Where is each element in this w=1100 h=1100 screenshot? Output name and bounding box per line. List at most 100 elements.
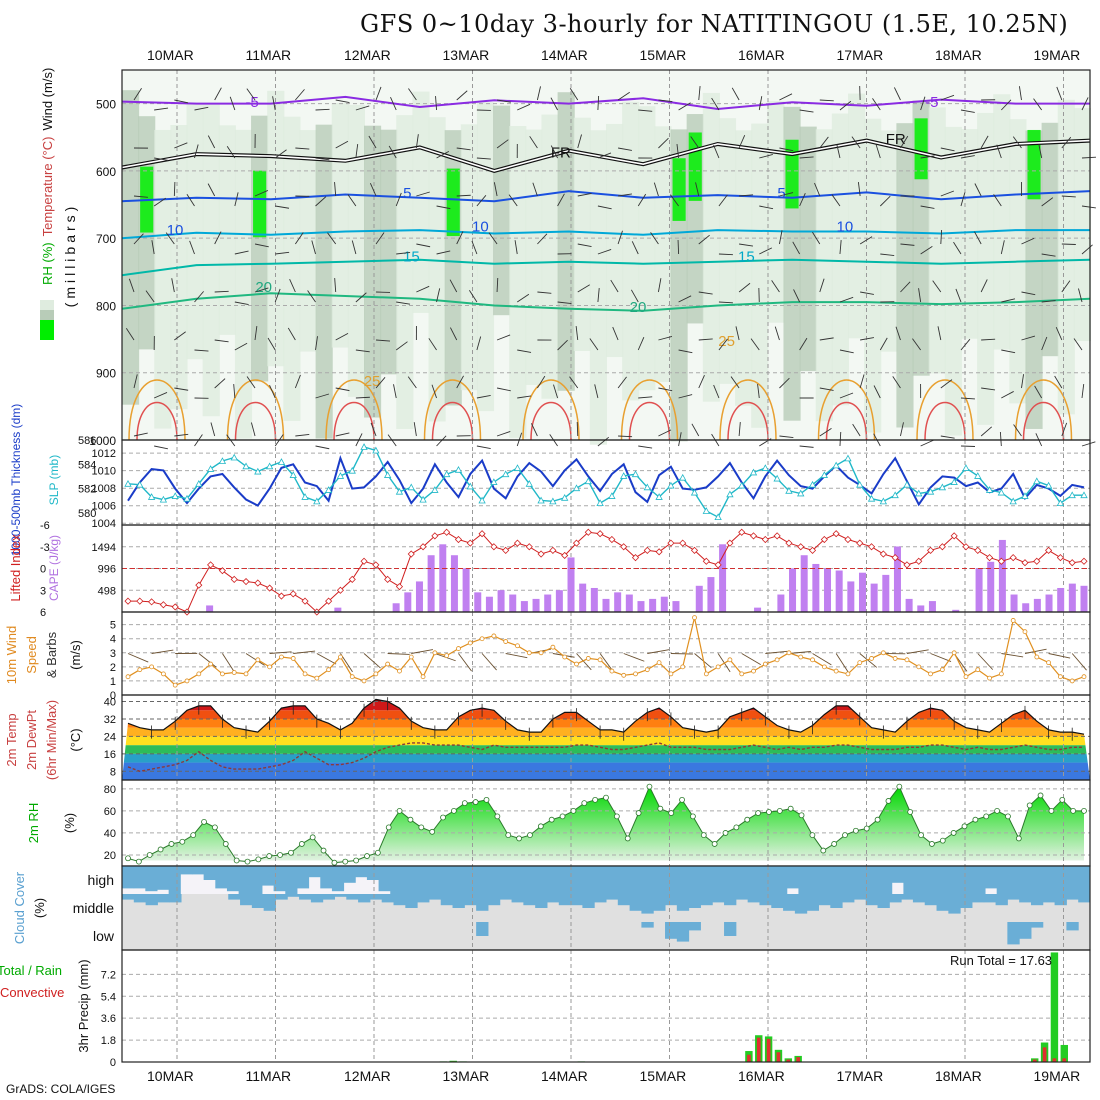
lifted-index-point <box>986 554 994 562</box>
cloud-cell-middle <box>464 894 477 906</box>
wind-barb <box>695 182 700 197</box>
rh-shade <box>573 117 591 351</box>
wind-barb <box>981 387 996 391</box>
wind-barb <box>275 251 290 255</box>
wind-barb <box>413 422 417 437</box>
isotherm-label: 10 <box>167 222 184 239</box>
rh-point <box>1015 835 1022 842</box>
temp-tick: 16 <box>104 749 116 761</box>
wind-barb <box>819 99 834 102</box>
cape-bar <box>812 563 820 612</box>
wind-barb <box>759 154 773 159</box>
rh-point <box>690 813 696 820</box>
wind-barb <box>960 397 975 400</box>
slp-point <box>1044 481 1053 489</box>
wind-barb <box>456 231 464 245</box>
lifted-index-point <box>466 539 474 547</box>
wind-barb <box>713 144 720 159</box>
wind-barb <box>335 387 350 392</box>
wind-barb <box>351 240 357 255</box>
lifted-index-point <box>643 546 651 554</box>
cloud-cell-high <box>1043 866 1056 894</box>
cape-bar <box>206 605 214 612</box>
lifted-index-point <box>443 528 451 536</box>
wind-barb <box>234 250 249 255</box>
wind-barb <box>779 147 794 152</box>
wind-barb <box>597 95 600 111</box>
rh-shade <box>380 129 398 375</box>
wind-barb <box>735 326 740 341</box>
wind-barb <box>416 191 430 197</box>
wind-speed-point <box>680 664 686 670</box>
cloud-cell-middle <box>688 894 701 908</box>
wind-speed-point <box>609 668 615 674</box>
wind-barb-10m <box>316 653 337 665</box>
rh-point <box>907 809 914 815</box>
precip-conv-bar <box>786 1059 791 1062</box>
rh-shade <box>799 126 817 372</box>
cloud-cell-high <box>1055 866 1068 894</box>
isotherm-label: 15 <box>738 249 755 266</box>
precip-conv-bar <box>1042 1047 1047 1062</box>
cloud-cell-high <box>786 866 799 889</box>
wind-barb <box>496 99 511 103</box>
rh-point <box>201 818 207 825</box>
cloud-cell-middle <box>983 894 997 903</box>
lifted-index-point <box>454 535 463 544</box>
rh-shade <box>364 125 382 418</box>
lifted-index-point <box>1021 559 1029 567</box>
cloud-cell-high <box>448 866 461 894</box>
cloud-cell-low <box>665 922 678 939</box>
cloud-cell-high <box>413 866 426 894</box>
wind-barb <box>194 349 209 352</box>
cloud-cell-middle <box>901 894 914 900</box>
wind-barb <box>980 279 988 293</box>
cloud-cell-high <box>331 866 345 892</box>
wind-barb <box>214 290 229 293</box>
lifted-tick: 3 <box>40 585 46 597</box>
wind-speed-point <box>184 678 190 684</box>
slp-point <box>454 465 463 473</box>
cloud-cell-high <box>1066 866 1079 894</box>
date-label-top: 15MAR <box>640 47 687 63</box>
rh-point <box>798 812 805 819</box>
isotherm-line <box>121 190 1091 203</box>
cloud-cell-high <box>238 866 251 894</box>
rh-point <box>972 816 979 823</box>
slp-point <box>926 487 935 495</box>
cloud-cell-high <box>401 866 415 894</box>
slp-tick: 1010 <box>92 466 116 478</box>
wind-speed-point <box>515 643 520 649</box>
wind-barb <box>690 136 700 149</box>
cape-bar <box>893 546 901 612</box>
wind-barb-10m <box>977 653 994 670</box>
wind-barb <box>569 376 579 389</box>
wind-barb <box>254 243 269 248</box>
slp-point <box>124 479 132 487</box>
wind-barb <box>1038 144 1043 159</box>
wind-barb-10m <box>411 649 433 654</box>
slp-point <box>136 480 144 488</box>
slp-point <box>206 465 215 472</box>
wind-barb <box>900 135 909 149</box>
cape-bar <box>450 555 458 612</box>
wind-barb <box>960 192 966 207</box>
wind-barb <box>431 384 437 399</box>
slp-point <box>561 493 569 501</box>
slp-point <box>419 495 427 503</box>
wind-barb <box>315 108 330 111</box>
wind-barb <box>839 349 854 354</box>
cloud-cell-middle <box>653 894 666 911</box>
lifted-index-point <box>702 557 710 565</box>
wind-barb <box>575 326 579 341</box>
wind-barb <box>529 136 538 149</box>
lifted-index-point <box>431 532 439 540</box>
rh-point <box>298 841 305 847</box>
isotherm-label: 10 <box>472 218 489 235</box>
wind-barb <box>955 288 962 303</box>
cloud-cell-middle <box>912 894 926 903</box>
cape-bar <box>824 568 832 612</box>
wind-barb <box>873 385 881 399</box>
cloud-cell-middle <box>393 894 406 906</box>
wind-speed-point <box>585 656 591 661</box>
